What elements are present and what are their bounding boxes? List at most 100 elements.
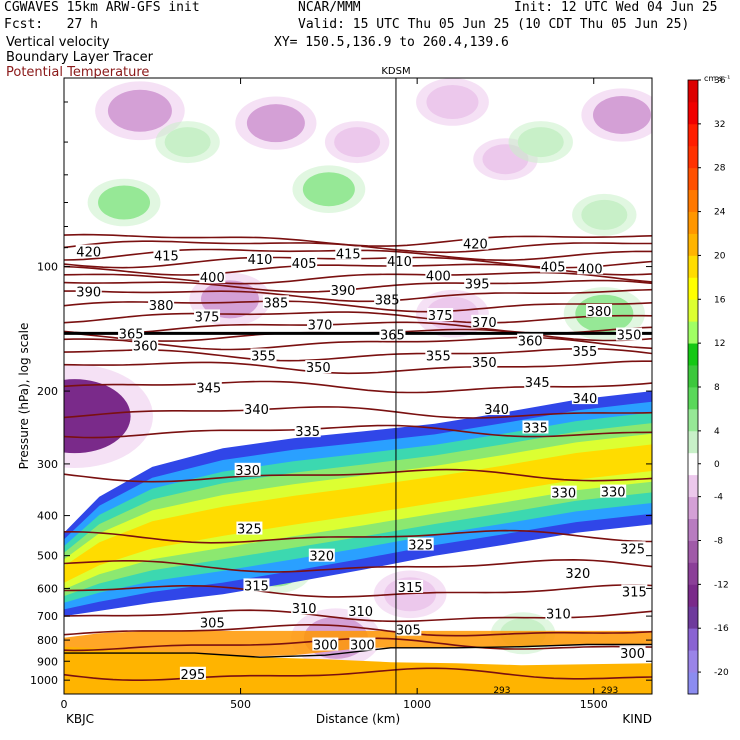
theta-label-bg bbox=[234, 462, 261, 476]
theta-label: 405 bbox=[292, 257, 317, 272]
theta-label: 380 bbox=[149, 299, 174, 314]
theta-label-bg bbox=[571, 391, 598, 405]
theta-label: 330 bbox=[601, 486, 626, 501]
theta-label: 330 bbox=[551, 487, 576, 502]
theta-contour bbox=[64, 667, 652, 681]
pbl-top-line bbox=[64, 643, 652, 658]
theta-label-bg bbox=[250, 348, 277, 362]
theta-label-bg bbox=[471, 314, 498, 328]
theta-label: 365 bbox=[119, 327, 144, 342]
theta-label-bg bbox=[374, 292, 401, 306]
colorbar-tick-label: 36 bbox=[714, 76, 726, 86]
theta-label-bg bbox=[379, 327, 406, 341]
theta-label: 400 bbox=[200, 271, 225, 286]
colorbar-segment bbox=[688, 145, 698, 169]
theta-label-bg bbox=[195, 380, 222, 394]
theta-contour bbox=[64, 360, 652, 375]
theta-label-bg bbox=[153, 248, 180, 262]
vertical-velocity-cell bbox=[164, 127, 211, 158]
surface-layer bbox=[64, 646, 652, 694]
theta-label: 310 bbox=[546, 608, 571, 623]
theta-label: 380 bbox=[587, 305, 612, 320]
theta-label: 400 bbox=[426, 269, 451, 284]
theta-label: 300 bbox=[350, 639, 375, 654]
theta-contour bbox=[64, 233, 652, 247]
plot-frame bbox=[63, 77, 653, 695]
theta-contour bbox=[64, 380, 652, 394]
theta-contour bbox=[64, 424, 652, 439]
kdsm-marker-label: KDSM bbox=[381, 66, 410, 77]
header-field-theta: Potential Temperature bbox=[6, 65, 150, 80]
theta-label: 310 bbox=[348, 605, 373, 620]
theta-label-bg bbox=[407, 537, 434, 551]
theta-label: 315 bbox=[622, 585, 647, 600]
colorbar-segment bbox=[688, 540, 698, 563]
theta-label-bg bbox=[247, 252, 273, 266]
theta-label-bg bbox=[75, 244, 102, 258]
theta-label: 340 bbox=[572, 392, 597, 407]
theta-label-bg bbox=[517, 333, 544, 347]
colorbar-tick-label: -8 bbox=[714, 537, 723, 547]
theta-label-bg bbox=[199, 270, 226, 284]
colorbar-segment bbox=[688, 80, 698, 103]
colorbar-segment bbox=[688, 167, 698, 191]
x-tick-label: 1500 bbox=[580, 698, 608, 711]
colorbar-tick-label: 28 bbox=[714, 164, 726, 174]
theta-label: 410 bbox=[387, 255, 412, 270]
theta-label-bg bbox=[619, 646, 646, 660]
theta-label: 330 bbox=[235, 464, 260, 479]
theta-label-bg bbox=[179, 666, 206, 680]
theta-label-bg bbox=[564, 565, 591, 579]
vertical-velocity-cell bbox=[107, 89, 172, 132]
theta-label-bg bbox=[522, 420, 549, 434]
colorbar-segment bbox=[688, 343, 698, 366]
colorbar-tick-label: 20 bbox=[714, 251, 726, 261]
theta-label: 315 bbox=[398, 581, 423, 596]
theta-label: 405 bbox=[541, 261, 566, 276]
theta-label: 375 bbox=[428, 309, 453, 324]
theta-contour bbox=[64, 468, 652, 483]
theta-label-bg bbox=[471, 354, 498, 368]
theta-label-bg bbox=[395, 622, 422, 636]
theta-label: 415 bbox=[154, 249, 179, 264]
theta-label-bg bbox=[427, 308, 454, 322]
vertical-velocity-cell bbox=[592, 95, 651, 134]
theta-label: 305 bbox=[200, 616, 225, 631]
colorbar-tick-label: -20 bbox=[714, 668, 729, 678]
theta-label: 325 bbox=[237, 523, 262, 538]
x-tick-label: 500 bbox=[230, 698, 251, 711]
theta-label: 390 bbox=[76, 286, 101, 301]
colorbar-segment bbox=[688, 277, 698, 300]
theta-label-bg bbox=[425, 348, 452, 362]
vertical-velocity-cell bbox=[334, 127, 381, 158]
theta-label: 385 bbox=[263, 296, 288, 311]
theta-label: 395 bbox=[465, 278, 490, 293]
colorbar-segment bbox=[688, 430, 698, 454]
theta-contour bbox=[64, 347, 652, 362]
header-init: Init: 12 UTC Wed 04 Jun 25 bbox=[514, 0, 718, 15]
theta-label-bg bbox=[118, 326, 145, 340]
x-tick-label: 1000 bbox=[403, 698, 431, 711]
header-fcst: Fcst: 27 h bbox=[4, 17, 98, 32]
theta-label-bg bbox=[291, 601, 318, 615]
y-tick-label: 600 bbox=[37, 582, 58, 595]
theta-label: 410 bbox=[248, 253, 273, 268]
colorbar-segment bbox=[688, 365, 698, 388]
x-end-label-right: KIND bbox=[622, 712, 652, 726]
theta-label: 320 bbox=[309, 550, 334, 565]
theta-label-bg bbox=[616, 327, 643, 341]
theta-label-bg bbox=[619, 541, 646, 555]
bottom-theta-label: 293 bbox=[601, 686, 618, 696]
y-tick-label: 900 bbox=[37, 655, 58, 668]
theta-label: 315 bbox=[244, 579, 269, 594]
theta-label-bg bbox=[199, 615, 226, 629]
theta-label-bg bbox=[550, 485, 577, 499]
colorbar-segment bbox=[688, 255, 698, 278]
colorbar-segment bbox=[688, 496, 698, 519]
theta-label: 295 bbox=[180, 668, 205, 683]
colorbar-segment bbox=[688, 189, 698, 212]
theta-label-bg bbox=[329, 283, 356, 297]
header-xy: XY= 150.5,136.9 to 260.4,139.6 bbox=[274, 35, 509, 50]
theta-label: 335 bbox=[295, 425, 320, 440]
colorbar-tick-label: 32 bbox=[714, 120, 725, 130]
